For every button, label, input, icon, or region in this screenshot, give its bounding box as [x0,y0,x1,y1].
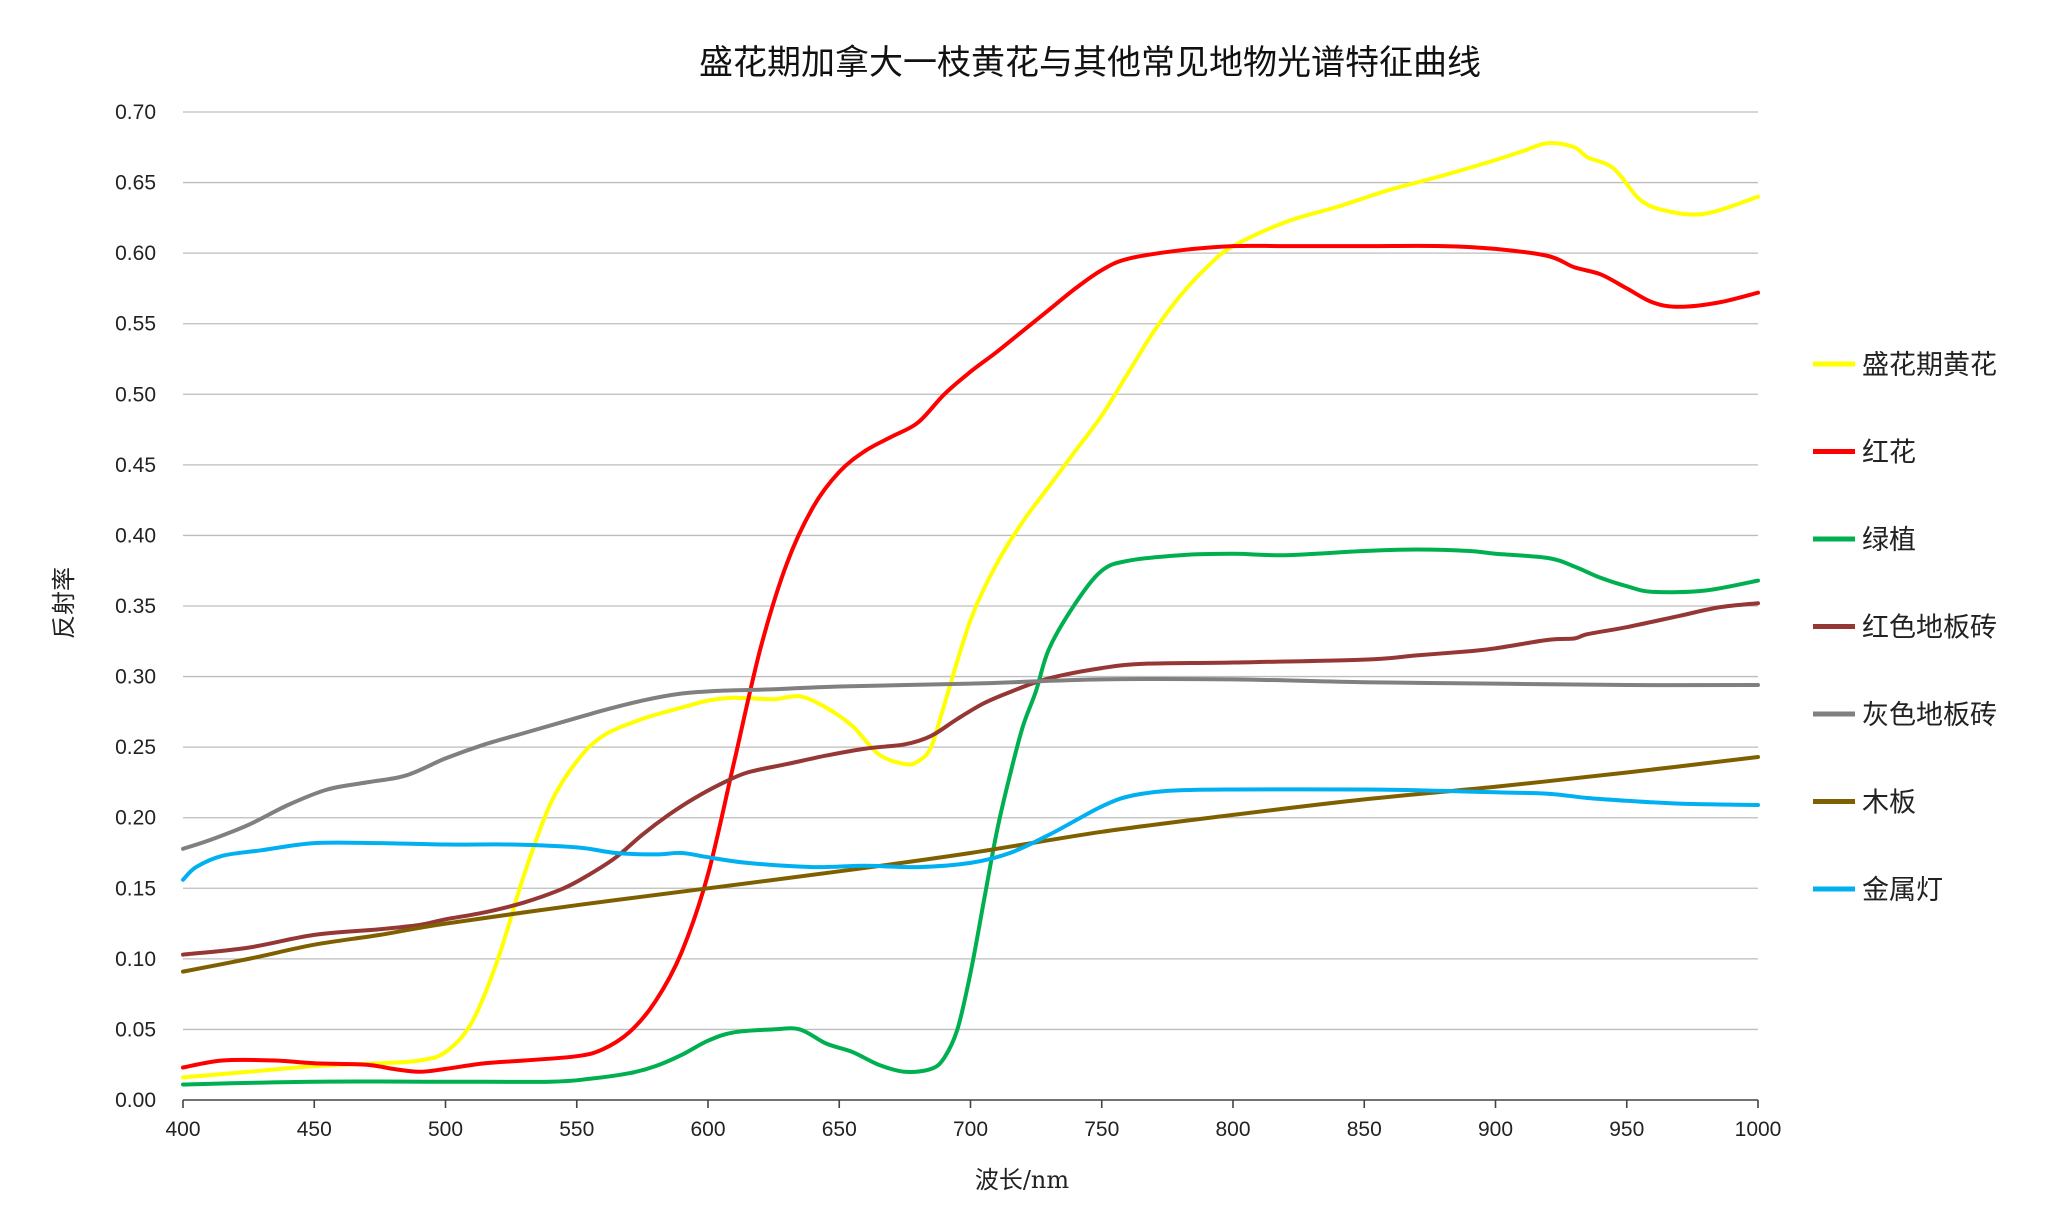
legend-item: 红花 [1813,438,1916,469]
y-tick-label: 0.40 [115,524,156,547]
y-tick-label: 0.60 [115,242,156,265]
legend-label: 绿植 [1862,525,1916,556]
y-tick-label: 0.70 [115,101,156,124]
y-tick-label: 0.55 [115,313,156,336]
x-tick-label: 600 [690,1118,725,1141]
legend-label: 金属灯 [1862,875,1943,906]
series-line-0 [181,140,1760,1080]
x-tick-label: 900 [1478,1118,1513,1141]
x-tick-label: 500 [428,1118,463,1141]
legend-item: 绿植 [1813,525,1916,556]
x-tick-label: 450 [297,1118,332,1141]
legend-item: 灰色地板砖 [1813,700,1997,731]
y-tick-label: 0.25 [115,736,156,759]
y-tick-label: 0.20 [115,807,156,830]
legend-item: 盛花期黄花 [1813,350,1997,381]
legend-label: 红花 [1862,438,1916,469]
legend-label: 木板 [1862,788,1916,819]
y-tick-label: 0.30 [115,666,156,689]
x-axis-label: 波长/nm [975,1166,1070,1194]
series-line-3 [181,601,1760,957]
x-axis-ticks: 400 450 500 550 600 650 700 750 800 850 900 950 1000 [165,1118,1781,1141]
x-tick-label: 750 [1084,1118,1119,1141]
legend-label: 盛花期黄花 [1862,350,1997,381]
gridlines [183,111,1758,1031]
x-tick-label: 550 [559,1118,594,1141]
y-tick-label: 0.15 [115,877,156,900]
y-tick-label: 0.05 [115,1018,156,1041]
legend-label: 灰色地板砖 [1862,700,1997,731]
y-tick-label: 0.35 [115,595,156,618]
x-tick-label: 800 [1215,1118,1250,1141]
series-line-2 [181,547,1760,1087]
x-tick-label: 650 [822,1118,857,1141]
axes [182,1099,1759,1108]
y-tick-label: 0.00 [115,1089,156,1112]
x-tick-label: 850 [1347,1118,1382,1141]
series-line-6 [181,787,1760,882]
series-line-4 [181,676,1760,851]
legend-item: 金属灯 [1813,875,1943,906]
y-tick-label: 0.50 [115,383,156,406]
x-tick-label: 1000 [1735,1118,1782,1141]
series-lines [181,140,1760,1087]
legend-label: 红色地板砖 [1862,613,1997,644]
legend-item: 木板 [1813,788,1916,819]
y-tick-label: 0.65 [115,172,156,195]
y-tick-label: 0.10 [115,948,156,971]
series-line-1 [181,243,1760,1074]
chart-title: 盛花期加拿大一枝黄花与其他常见地物光谱特征曲线 [699,43,1481,83]
y-axis-ticks: 0.00 0.05 0.10 0.15 0.20 0.25 0.30 0.35 0.40 0.45… [115,101,156,1112]
y-axis-label: 反射率 [50,567,78,639]
x-tick-label: 400 [165,1118,200,1141]
x-tick-label: 950 [1609,1118,1644,1141]
legend-item: 红色地板砖 [1813,613,1997,644]
y-tick-label: 0.45 [115,454,156,477]
x-tick-label: 700 [953,1118,988,1141]
series-line-5 [181,755,1760,974]
